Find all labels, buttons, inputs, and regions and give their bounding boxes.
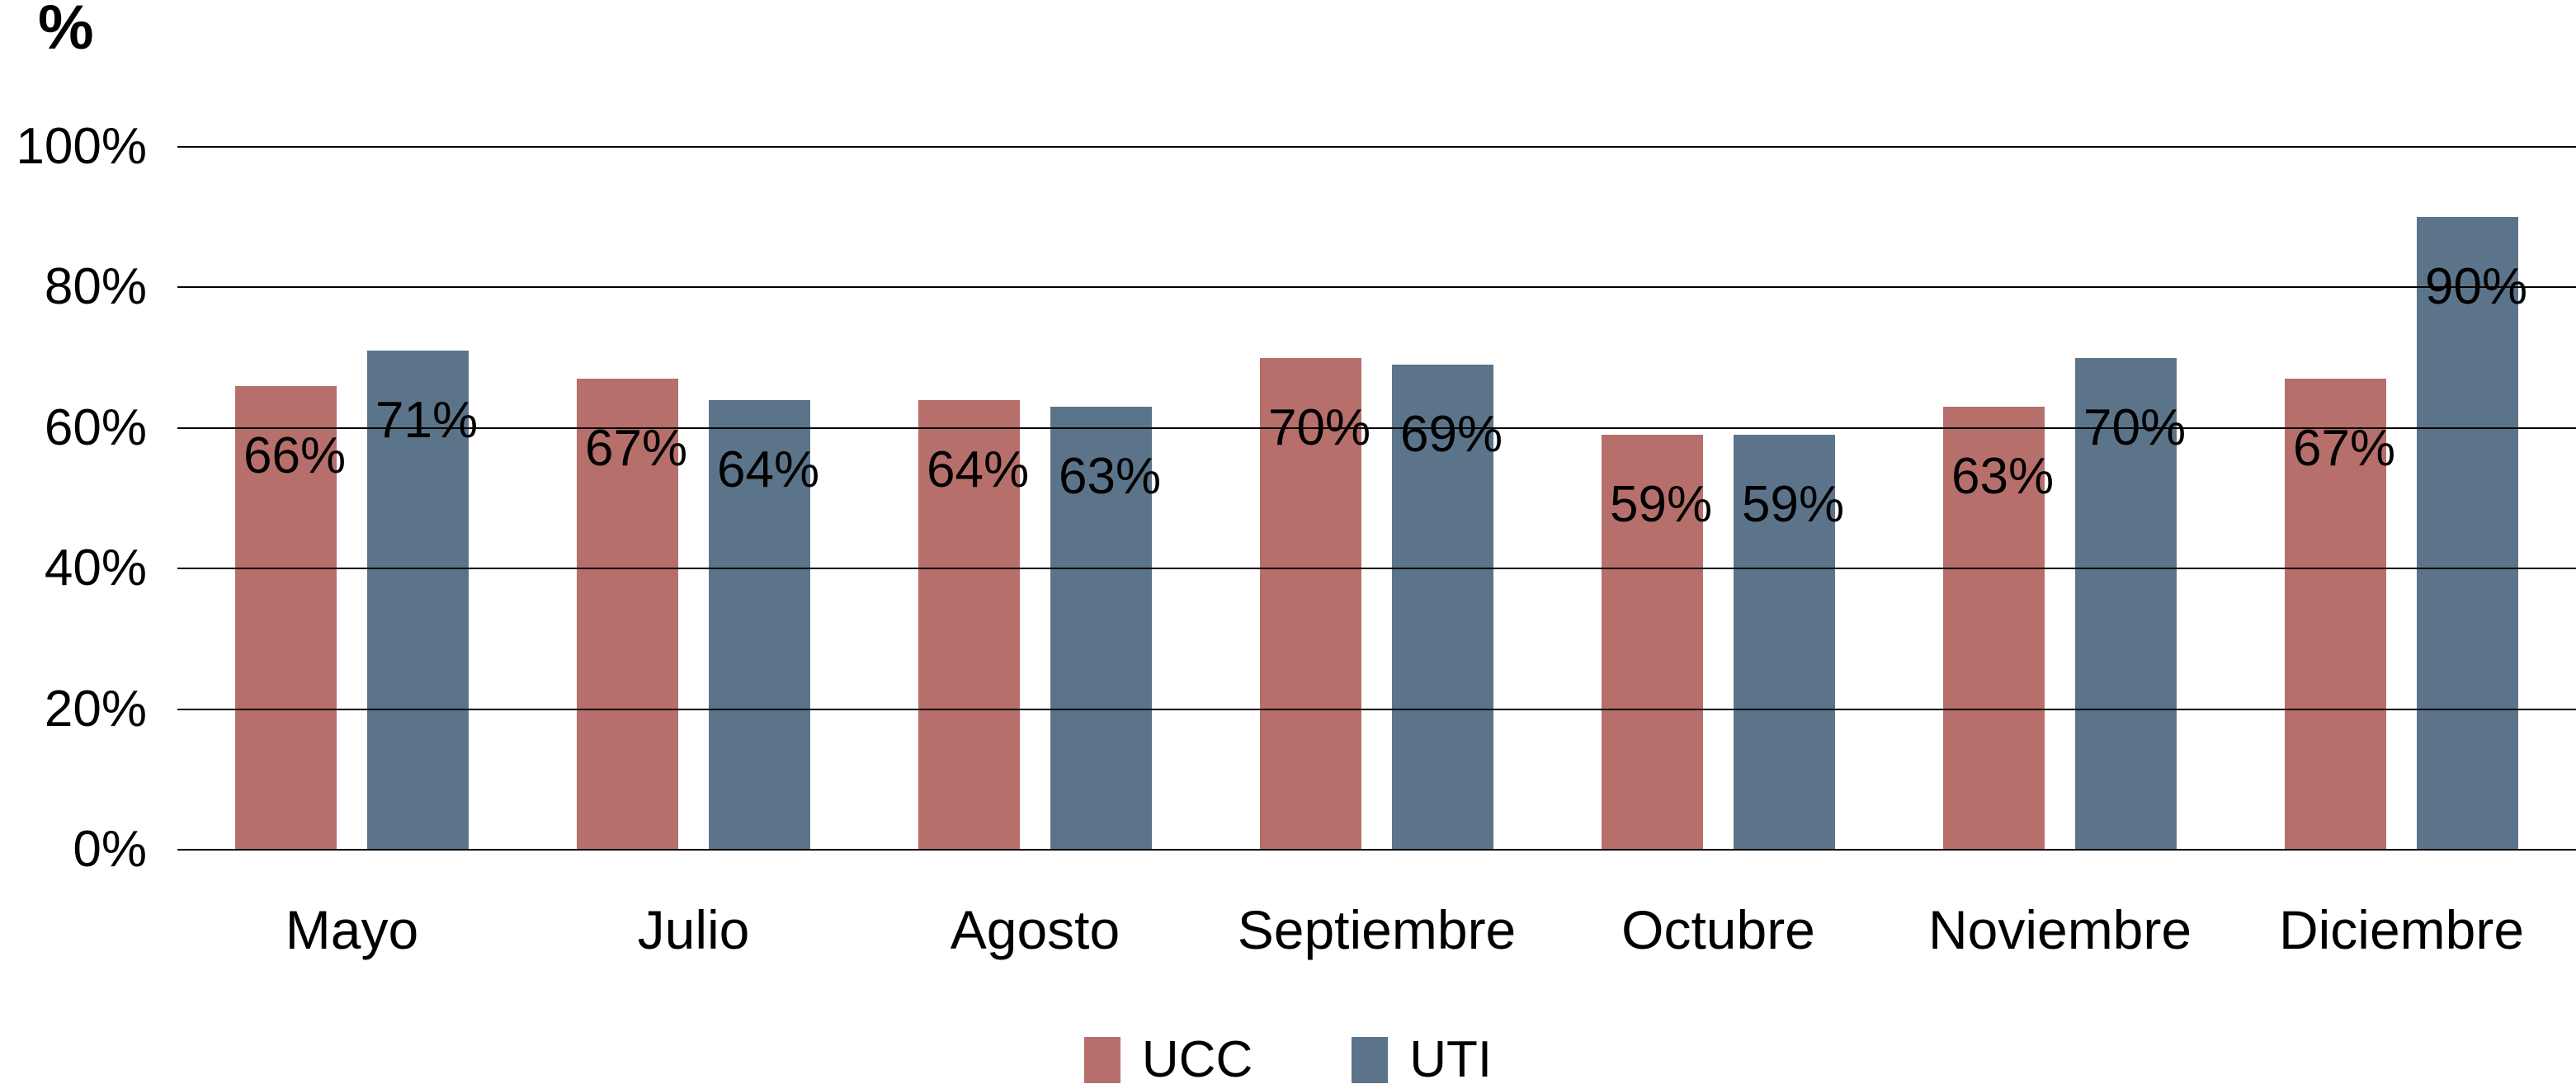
bar-value-label-uti-octubre: 59% [1742, 476, 1845, 534]
gridline-40 [177, 568, 2576, 570]
x-axis-cell-septiembre: Septiembre [1238, 903, 1517, 957]
y-tick-label-100: 100% [16, 118, 147, 175]
bar-group-agosto: 64% 63% [918, 147, 1161, 850]
gridline-0 [177, 849, 2576, 851]
bars-row: 66% 71% 67% 64% 64% 63% 70% 69% 59% 59% 63% 70% 67% 9… [177, 147, 2576, 850]
gridline-20 [177, 708, 2576, 710]
bar-group-diciembre: 67% 90% [2285, 147, 2527, 850]
bar-group-julio: 67% 64% [577, 147, 819, 850]
bar-value-label-ucc-agosto: 64% [927, 441, 1030, 498]
x-axis-label-septiembre: Septiembre [1237, 899, 1517, 960]
bar-group-mayo: 66% 71% [235, 147, 478, 850]
bar-uti-agosto: 63% [1050, 407, 1161, 850]
legend-swatch-uti [1352, 1037, 1389, 1083]
x-axis-cell-octubre: Octubre [1602, 903, 1835, 957]
legend-label-ucc: UCC [1141, 1031, 1253, 1084]
bar-uti-noviembre: 70% [2075, 357, 2186, 850]
x-axis-label-octubre: Octubre [1621, 899, 1815, 960]
legend-item-ucc: UCC [1083, 1031, 1253, 1084]
x-axis-cell-mayo: Mayo [235, 903, 469, 957]
legend-swatch-ucc [1083, 1037, 1121, 1083]
x-axis-label-noviembre: Noviembre [1927, 899, 2192, 960]
x-axis-label-agosto: Agosto [950, 899, 1121, 960]
bar-ucc-julio: 67% [577, 379, 687, 850]
legend-item-uti: UTI [1352, 1035, 1492, 1084]
bar-group-septiembre: 70% 69% [1260, 147, 1503, 850]
x-axis-label-julio: Julio [637, 899, 750, 960]
bar-group-noviembre: 63% 70% [1943, 147, 2186, 850]
bar-value-label-uti-mayo: 71% [375, 392, 479, 450]
y-tick-label-40: 40% [44, 540, 147, 597]
y-axis-tick-labels: 0% 20% 40% 60% 80% 100% [0, 121, 147, 875]
bar-uti-octubre: 59% [1734, 435, 1844, 850]
bar-value-label-ucc-julio: 67% [585, 420, 688, 478]
bar-ucc-diciembre: 67% [2285, 379, 2395, 850]
y-tick-label-20: 20% [44, 680, 147, 738]
legend: UCC UTI [0, 1035, 2576, 1084]
gridline-60 [177, 427, 2576, 429]
bar-ucc-octubre: 59% [1602, 435, 1712, 850]
legend-label-uti: UTI [1409, 1031, 1493, 1084]
gridline-80 [177, 286, 2576, 289]
bar-value-label-ucc-mayo: 66% [243, 427, 347, 484]
bar-value-label-ucc-diciembre: 67% [2293, 420, 2396, 478]
bar-value-label-uti-agosto: 63% [1059, 448, 1162, 506]
x-axis-cell-diciembre: Diciembre [2279, 903, 2524, 957]
bar-uti-julio: 64% [709, 399, 819, 850]
bar-value-label-ucc-noviembre: 63% [1951, 448, 2055, 506]
x-axis-cell-julio: Julio [577, 903, 810, 957]
bar-ucc-noviembre: 63% [1943, 407, 2054, 850]
x-axis-label-diciembre: Diciembre [2278, 899, 2525, 960]
y-tick-label-60: 60% [44, 398, 147, 456]
y-tick-label-0: 0% [73, 821, 147, 878]
x-axis-labels: Mayo Julio Agosto Septiembre Octubre Noviembr… [177, 903, 2576, 957]
bar-group-octubre: 59% 59% [1602, 147, 1844, 850]
bar-value-label-uti-septiembre: 69% [1400, 406, 1503, 464]
plot-area: 66% 71% 67% 64% 64% 63% 70% 69% 59% 59% 63% 70% 67% 9… [177, 146, 2576, 851]
bar-uti-mayo: 71% [367, 351, 478, 850]
x-axis-label-mayo: Mayo [285, 899, 419, 960]
bar-ucc-septiembre: 70% [1260, 357, 1371, 850]
bar-ucc-agosto: 64% [918, 399, 1029, 850]
gridline-100 [177, 146, 2576, 148]
bar-uti-septiembre: 69% [1392, 365, 1503, 850]
x-axis-cell-agosto: Agosto [918, 903, 1152, 957]
x-axis-cell-noviembre: Noviembre [1928, 903, 2191, 957]
bar-uti-diciembre: 90% [2417, 217, 2527, 850]
y-tick-label-80: 80% [44, 258, 147, 316]
bar-ucc-mayo: 66% [235, 385, 346, 850]
bar-value-label-uti-julio: 64% [717, 441, 820, 498]
bar-value-label-ucc-octubre: 59% [1610, 476, 1713, 534]
y-axis-title: % [38, 0, 94, 63]
